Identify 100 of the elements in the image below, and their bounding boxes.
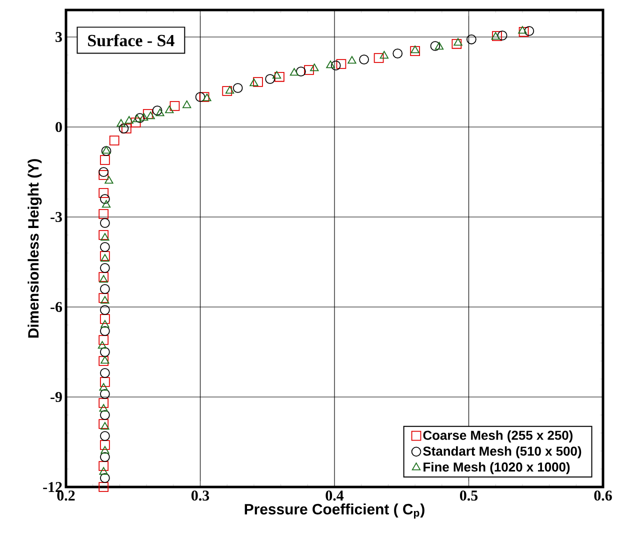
point <box>98 335 109 345</box>
legend-label: Standart Mesh (510 x 500) <box>423 446 582 458</box>
point <box>410 46 420 54</box>
point <box>392 48 403 58</box>
x-tick-label: 0.3 <box>191 490 210 501</box>
point <box>98 341 107 349</box>
point <box>98 293 109 303</box>
point <box>142 109 153 120</box>
point <box>100 305 110 315</box>
point <box>195 92 206 102</box>
point <box>199 92 210 102</box>
point <box>359 54 369 64</box>
point <box>274 72 284 82</box>
point <box>102 200 111 208</box>
point <box>99 275 108 283</box>
legend-label: Fine Mesh (1020 x 1000) <box>424 462 570 474</box>
point <box>518 26 527 34</box>
point <box>118 124 129 134</box>
point <box>452 38 462 49</box>
point <box>140 113 148 121</box>
point <box>100 242 110 252</box>
point <box>121 124 132 134</box>
legend-label: Coarse Mesh (255 x 250) <box>423 430 573 442</box>
y-tick-label: 3 <box>56 32 62 42</box>
point <box>336 59 346 69</box>
y-axis-title: Dimensionless Height (Y) <box>28 159 42 338</box>
y-tick-label: -3 <box>50 212 62 222</box>
point <box>497 30 508 40</box>
x-axis-title: Pressure Coefficient ( C$_{p}$) <box>244 504 424 519</box>
point <box>374 53 384 63</box>
x-tick-label: 0.4 <box>326 490 344 501</box>
point <box>98 170 109 180</box>
point <box>250 78 258 86</box>
point <box>330 60 341 70</box>
point <box>132 114 142 122</box>
point <box>430 41 440 51</box>
point <box>146 112 155 120</box>
point <box>225 86 234 94</box>
point <box>253 77 263 87</box>
point <box>152 106 162 116</box>
text: Surface - S4 <box>88 34 174 46</box>
point <box>109 136 120 146</box>
point <box>410 46 420 56</box>
x-tick-label: 0.6 <box>594 490 612 501</box>
point <box>272 71 282 79</box>
point <box>100 254 110 262</box>
point <box>434 42 444 50</box>
point <box>100 263 110 273</box>
point <box>156 108 164 116</box>
point <box>130 118 141 128</box>
point <box>100 347 110 357</box>
point <box>466 34 476 44</box>
point <box>380 50 389 59</box>
point <box>454 38 462 46</box>
point <box>170 101 180 111</box>
point <box>100 431 110 441</box>
point <box>518 26 529 37</box>
point <box>100 422 110 430</box>
point <box>98 230 109 240</box>
point <box>99 467 108 475</box>
point <box>98 272 109 282</box>
point <box>304 65 314 75</box>
point <box>100 440 110 450</box>
point <box>100 233 110 241</box>
point <box>100 155 110 165</box>
point <box>100 320 110 328</box>
point <box>100 389 110 399</box>
point <box>232 83 243 93</box>
y-tick-label: -6 <box>50 302 62 312</box>
point <box>100 284 110 294</box>
point <box>348 56 356 64</box>
point <box>265 74 275 84</box>
point <box>100 218 110 228</box>
point <box>326 60 335 68</box>
point <box>100 194 110 204</box>
point <box>182 100 192 108</box>
point <box>165 106 174 114</box>
point <box>310 64 319 72</box>
point <box>100 410 110 420</box>
point <box>100 452 110 462</box>
point <box>99 383 108 391</box>
point <box>100 251 110 261</box>
point <box>99 404 108 412</box>
point <box>100 377 110 387</box>
point <box>100 446 110 454</box>
y-tick-label: -9 <box>50 392 62 402</box>
point <box>524 26 534 36</box>
y-tick-label: -12 <box>43 482 62 492</box>
point <box>98 461 109 471</box>
point <box>202 94 212 102</box>
point <box>98 419 109 429</box>
y-tick-label: 0 <box>56 122 62 132</box>
point <box>104 176 114 184</box>
point <box>100 296 110 304</box>
point <box>116 119 126 127</box>
point <box>100 473 110 483</box>
point <box>98 209 109 219</box>
point <box>124 116 134 124</box>
point <box>98 482 109 492</box>
point <box>100 326 110 336</box>
